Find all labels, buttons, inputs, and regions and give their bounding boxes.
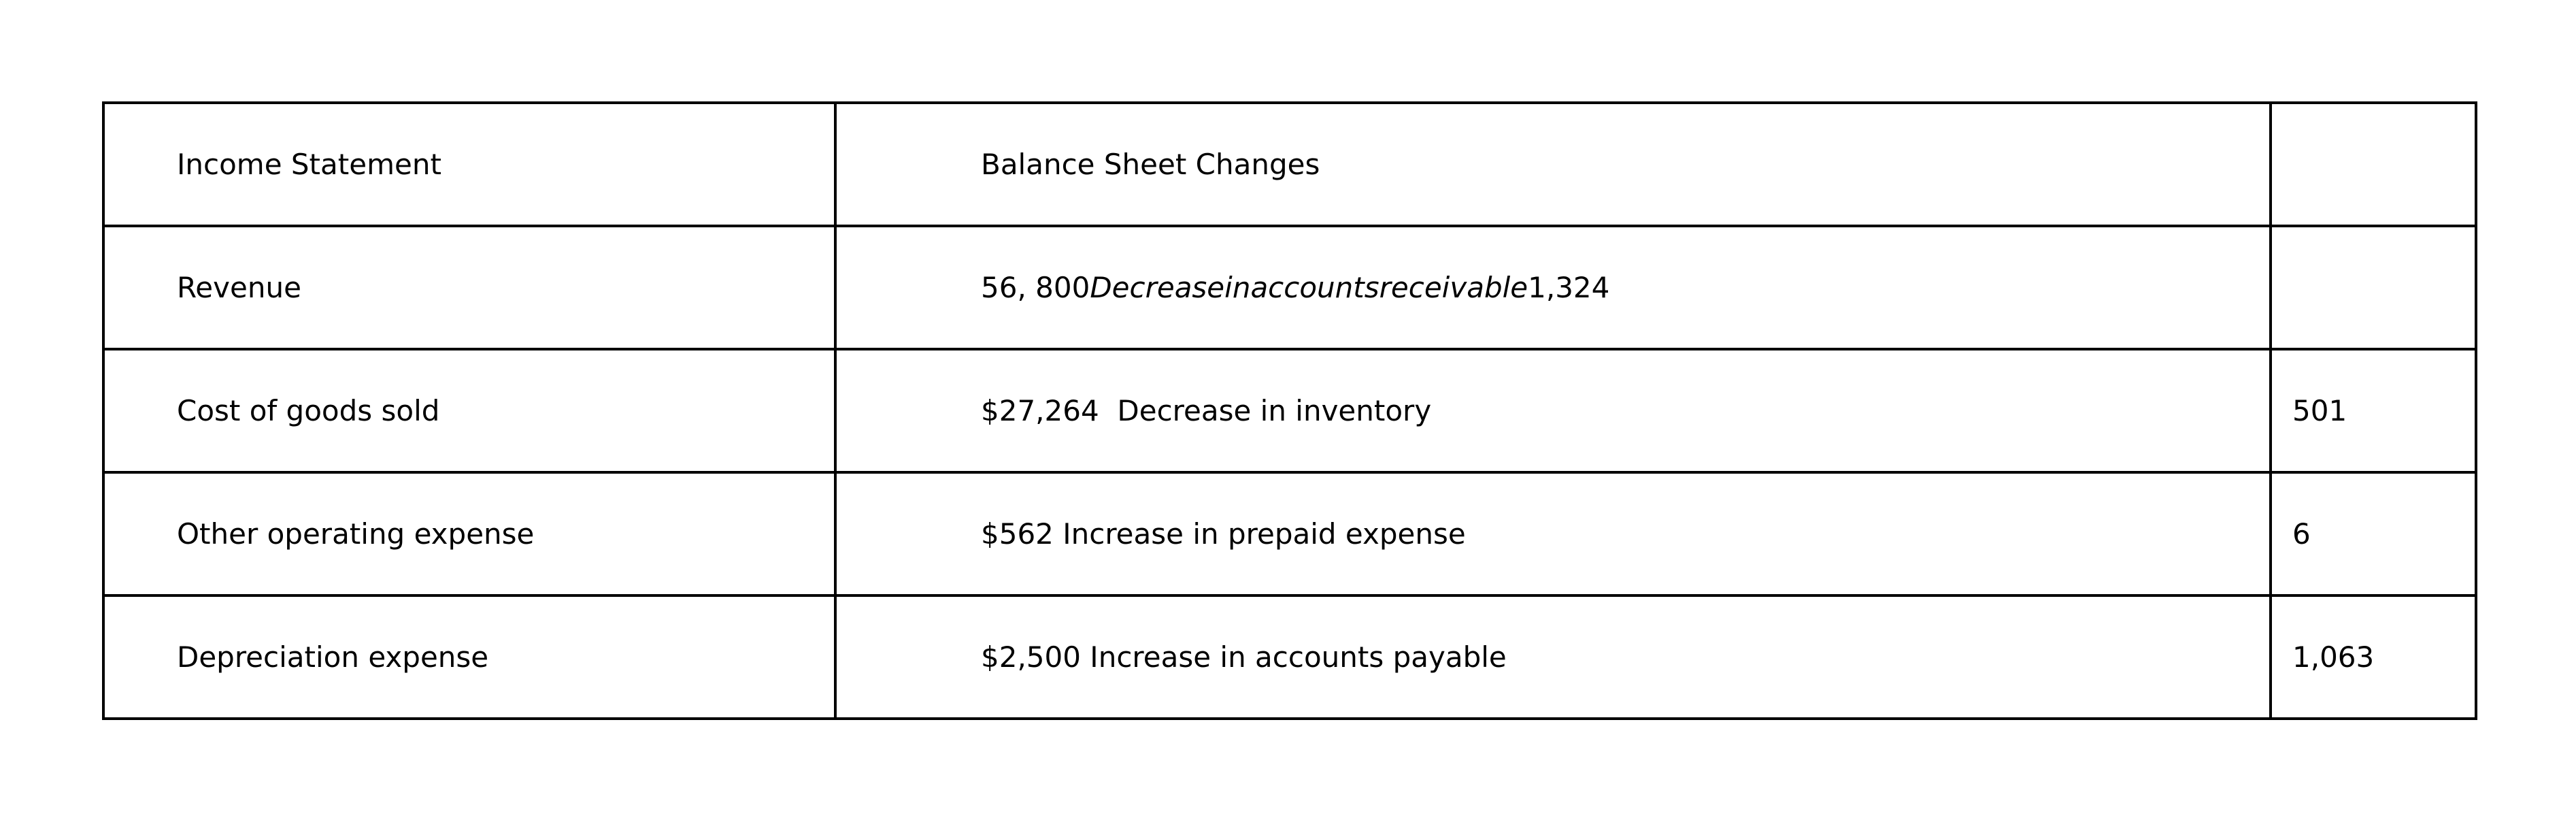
table-row: Cost of goods sold $27,264 Decrease in i… — [102, 348, 2477, 474]
income-balance-table: Income Statement Balance Sheet Changes R… — [102, 101, 2477, 720]
header-income-statement: Income Statement — [102, 101, 837, 227]
row-other-opex-label: Other operating expense — [102, 471, 837, 597]
header-balance-sheet-changes: Balance Sheet Changes — [834, 101, 2272, 227]
row-cogs-change: $27,264 Decrease in inventory — [834, 348, 2272, 474]
row-cogs-amount: 501 — [2269, 348, 2477, 474]
revenue-change-italic-text: Decreaseinaccountsreceivable — [1090, 270, 1528, 304]
row-cogs-label: Cost of goods sold — [102, 348, 837, 474]
row-revenue-label: Revenue — [102, 225, 837, 350]
table-row: Other operating expense $562 Increase in… — [102, 471, 2477, 597]
revenue-change-amount: 1,324 — [1528, 270, 1610, 304]
row-depreciation-change: $2,500 Increase in accounts payable — [834, 594, 2272, 720]
table-row: Depreciation expense $2,500 Increase in … — [102, 594, 2477, 720]
table-row: Revenue 56, 800Decreaseinaccountsreceiva… — [102, 225, 2477, 350]
revenue-value: 56, 800 — [981, 270, 1090, 304]
row-depreciation-label: Depreciation expense — [102, 594, 837, 720]
header-amount — [2269, 101, 2477, 227]
row-other-opex-amount: 6 — [2269, 471, 2477, 597]
row-other-opex-change: $562 Increase in prepaid expense — [834, 471, 2272, 597]
table-header-row: Income Statement Balance Sheet Changes — [102, 101, 2477, 227]
row-depreciation-amount: 1,063 — [2269, 594, 2477, 720]
row-revenue-amount — [2269, 225, 2477, 350]
row-revenue-change: 56, 800Decreaseinaccountsreceivable1,324 — [834, 225, 2272, 350]
